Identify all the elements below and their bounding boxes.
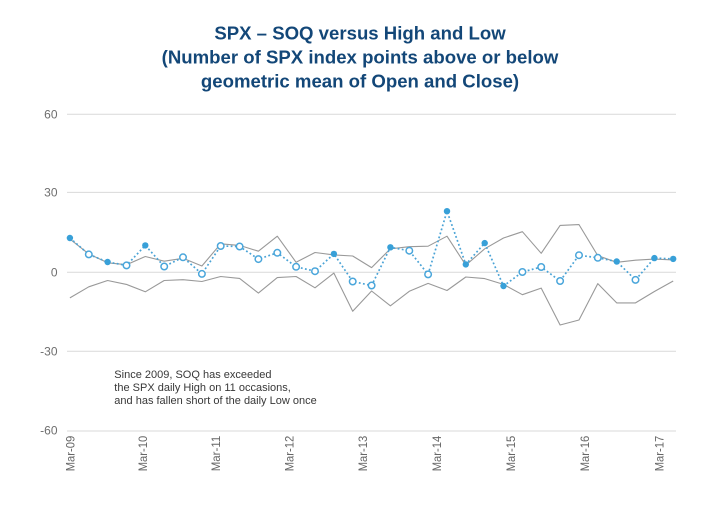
svg-text:and has fallen short of the da: and has fallen short of the daily Low on… (114, 395, 316, 407)
svg-text:Since 2009, SOQ has exceeded: Since 2009, SOQ has exceeded (114, 369, 271, 381)
svg-text:-60: -60 (40, 423, 58, 437)
svg-text:-30: -30 (40, 345, 58, 359)
svg-text:Mar-14: Mar-14 (432, 435, 444, 471)
svg-text:30: 30 (44, 186, 58, 200)
svg-text:the SPX daily High on 11 occas: the SPX daily High on 11 occasions, (114, 382, 291, 394)
svg-text:(Number of SPX index points ab: (Number of SPX index points above or bel… (162, 47, 559, 68)
svg-text:Mar-16: Mar-16 (580, 436, 592, 472)
svg-text:Mar-09: Mar-09 (65, 436, 77, 472)
svg-text:Mar-11: Mar-11 (211, 436, 223, 472)
svg-text:Mar-17: Mar-17 (654, 436, 666, 472)
svg-text:SPX – SOQ versus High and Low: SPX – SOQ versus High and Low (214, 23, 506, 44)
svg-text:geometric mean of Open and Clo: geometric mean of Open and Close) (201, 71, 519, 92)
svg-text:60: 60 (44, 108, 58, 122)
svg-text:Mar-13: Mar-13 (358, 436, 370, 472)
svg-text:Mar-10: Mar-10 (138, 436, 150, 472)
svg-text:Mar-15: Mar-15 (506, 436, 518, 472)
svg-text:Mar-12: Mar-12 (284, 436, 296, 472)
svg-text:0: 0 (51, 266, 58, 280)
